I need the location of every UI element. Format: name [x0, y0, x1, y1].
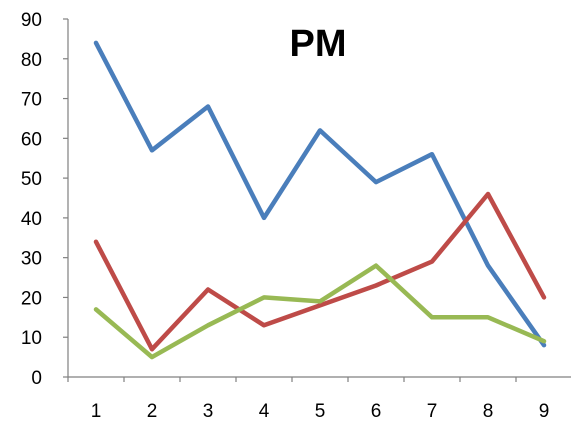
y-tick-label: 40: [21, 209, 42, 230]
chart-title: PM: [290, 23, 347, 65]
series-line-2: [93, 191, 547, 352]
y-tick-label: 30: [21, 249, 42, 270]
series-line-1: [93, 40, 547, 348]
x-tick-label: 5: [315, 401, 326, 422]
x-tick-label: 9: [539, 401, 550, 422]
x-tick-label: 6: [371, 401, 382, 422]
x-tick-label: 8: [483, 401, 494, 422]
y-tick-label: 0: [31, 368, 42, 389]
series-line-3: [93, 263, 547, 360]
x-tick-label: 2: [147, 401, 158, 422]
y-tick-label: 60: [21, 129, 42, 150]
y-tick-label: 20: [21, 288, 42, 309]
x-tick-label: 7: [427, 401, 438, 422]
y-tick-label: 50: [21, 169, 42, 190]
x-tick-label: 4: [259, 401, 270, 422]
x-tick-label: 3: [203, 401, 214, 422]
y-tick-label: 90: [21, 10, 42, 31]
x-axis: 1 2 3 4 5 6 7 8 9: [67, 376, 571, 422]
y-axis: 0 10 20 30 40 50 60 70 80 90: [21, 10, 69, 389]
y-tick-label: 10: [21, 328, 42, 349]
series-layer: [93, 40, 547, 360]
x-tick-label: 1: [91, 401, 102, 422]
y-tick-label: 70: [21, 90, 42, 111]
y-tick-label: 80: [21, 50, 42, 71]
